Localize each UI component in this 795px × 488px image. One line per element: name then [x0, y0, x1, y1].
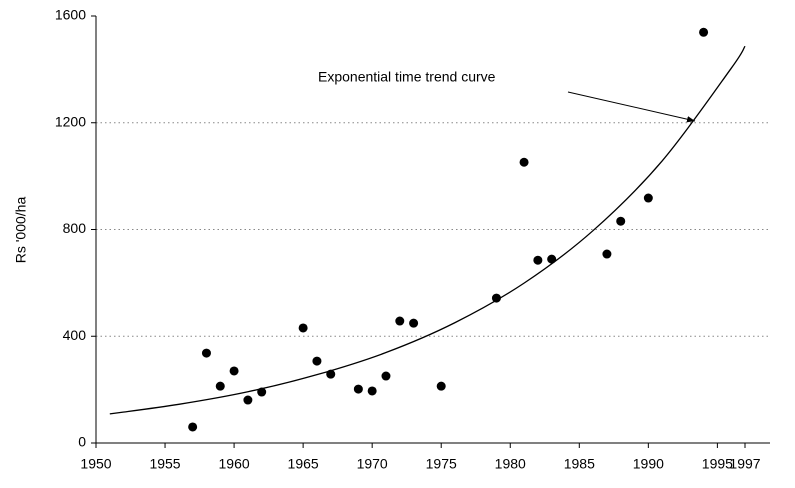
point	[243, 395, 253, 405]
y-tick-label: 0	[78, 434, 86, 450]
annotation: Exponential time trend curve	[318, 69, 496, 85]
trend-curve	[109, 45, 746, 415]
point	[602, 249, 612, 259]
point	[436, 381, 446, 391]
point	[616, 216, 626, 226]
point	[312, 356, 322, 366]
point	[699, 27, 709, 37]
x-tick-label: 1975	[426, 456, 457, 472]
y-tick-label: 400	[63, 327, 87, 343]
point	[353, 384, 363, 394]
x-tick-label: 1995	[702, 456, 733, 472]
annotation-arrow	[567, 91, 696, 123]
point	[215, 381, 225, 391]
point	[367, 386, 377, 396]
point	[298, 323, 308, 333]
x-tick-label: 1950	[80, 456, 111, 472]
point	[395, 316, 405, 326]
x-tick-label: 1997	[729, 456, 760, 472]
point	[381, 371, 391, 381]
x-tick-label: 1990	[633, 456, 664, 472]
point	[257, 387, 267, 397]
x-tick-label: 1965	[288, 456, 319, 472]
point	[188, 422, 198, 432]
x-tick-label: 1960	[219, 456, 250, 472]
point	[229, 366, 239, 376]
point	[547, 254, 557, 264]
point	[409, 318, 419, 328]
x-tick-label: 1955	[149, 456, 180, 472]
point	[201, 348, 211, 358]
point	[643, 193, 653, 203]
point	[533, 255, 543, 265]
y-tick-label: 800	[63, 220, 87, 236]
point	[326, 369, 336, 379]
x-tick-label: 1985	[564, 456, 595, 472]
x-tick-label: 1980	[495, 456, 526, 472]
x-tick-label: 1970	[357, 456, 388, 472]
y-tick-label: 1200	[55, 113, 86, 129]
point	[519, 157, 529, 167]
y-tick-label: 1600	[55, 7, 86, 23]
point	[491, 293, 501, 303]
y-axis-label: Rs '000/ha	[13, 197, 29, 264]
